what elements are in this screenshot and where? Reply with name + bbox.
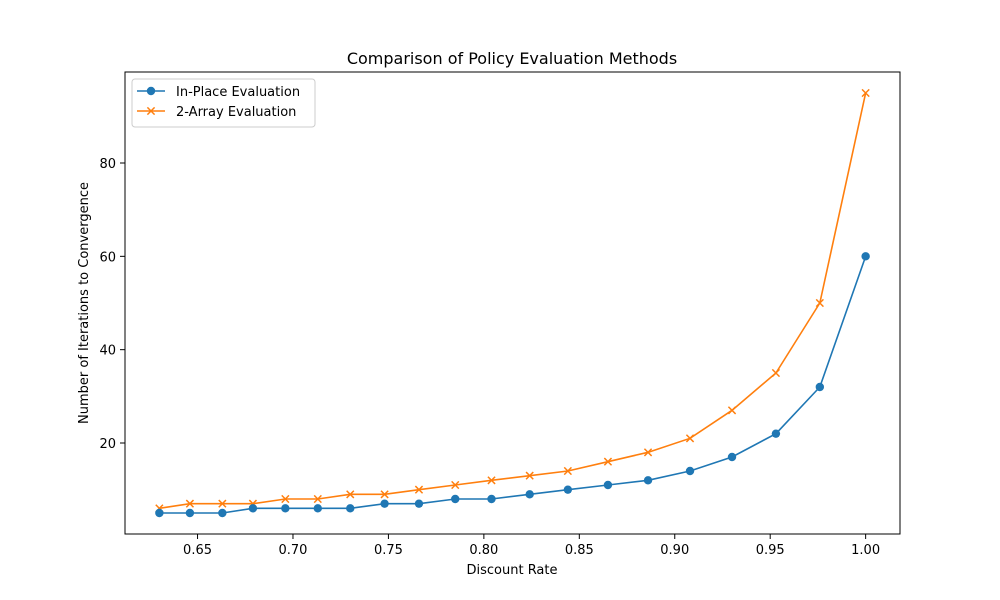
data-point [815,382,825,392]
plot-area-frame [124,71,901,535]
legend-item: In-Place Evaluation [137,85,300,100]
series-line [159,92,867,510]
data-point [487,494,496,504]
data-point [643,448,653,457]
x-tick-label: 1.00 [851,543,880,558]
data-point [525,471,534,480]
x-tick-label: 0.65 [183,543,212,558]
data-point [815,298,824,308]
data-point [414,485,424,494]
data-point [380,490,389,499]
data-point [727,452,737,462]
y-tick-label: 60 [99,250,116,265]
data-point [281,504,290,513]
data-point [643,476,653,485]
data-point [451,480,460,490]
data-point [414,499,424,508]
series-line [159,256,867,514]
data-point [525,490,534,499]
data-point [451,494,460,504]
data-point [218,508,227,518]
series-layer [155,88,870,518]
chart-title: Comparison of Policy Evaluation Methods [347,49,677,68]
y-tick-label: 20 [99,437,116,452]
data-point [185,508,195,518]
data-point [861,252,870,261]
legend-label: In-Place Evaluation [176,85,300,100]
x-axis-label: Discount Rate [466,563,557,578]
data-point [313,504,322,513]
y-axis-label: Number of Iterations to Convergence [77,182,92,424]
x-axis: 0.65 0.70 0.75 0.80 0.85 0.90 0.95 1.00 [183,534,880,558]
data-point [563,466,572,476]
legend-marker [146,106,156,116]
data-point [771,368,781,378]
y-tick-label: 80 [99,157,116,172]
y-tick-label: 40 [99,344,116,359]
data-point [603,457,613,466]
series-in-place-evaluation [155,252,870,518]
data-point [248,504,258,513]
data-point [563,485,573,494]
data-point [861,88,870,98]
data-point [727,406,737,415]
data-point [281,494,290,504]
data-point [771,429,781,438]
legend: In-Place Evaluation 2-Array Evaluation [131,78,316,128]
x-tick-label: 0.85 [565,543,594,558]
data-point [313,494,322,504]
data-point [185,499,195,508]
series-2-array-evaluation [155,88,870,513]
legend-box [131,78,316,128]
legend-marker [146,86,156,96]
x-tick-label: 0.95 [756,543,785,558]
data-point [685,466,695,476]
data-point [380,499,389,508]
data-point [218,499,227,508]
x-tick-label: 0.70 [279,543,308,558]
x-tick-label: 0.90 [660,543,689,558]
legend-item: 2-Array Evaluation [137,105,296,120]
data-point [346,490,355,499]
data-point [603,480,613,490]
data-point [487,476,496,485]
y-axis: 20 40 60 80 [99,157,125,452]
x-tick-label: 0.80 [469,543,498,558]
data-point [155,508,164,518]
data-point [346,504,355,513]
data-point [685,434,695,443]
x-tick-label: 0.75 [374,543,403,558]
legend-label: 2-Array Evaluation [176,105,296,120]
